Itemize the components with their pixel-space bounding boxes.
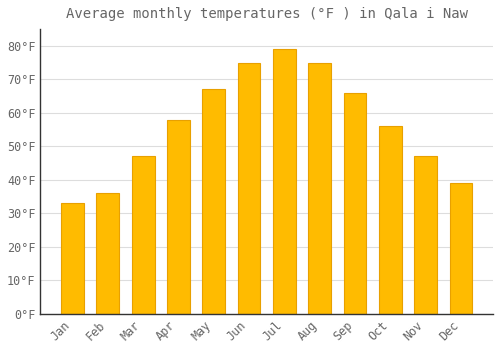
Bar xyxy=(61,203,84,314)
Bar xyxy=(202,89,225,314)
Bar xyxy=(238,63,260,314)
Bar xyxy=(132,156,154,314)
Bar xyxy=(450,183,472,314)
Bar xyxy=(167,120,190,314)
Bar xyxy=(273,49,296,314)
Title: Average monthly temperatures (°F ) in Qala i Naw: Average monthly temperatures (°F ) in Qa… xyxy=(66,7,468,21)
Bar xyxy=(308,63,331,314)
Bar xyxy=(414,156,437,314)
Bar xyxy=(96,193,119,314)
Bar xyxy=(344,93,366,314)
Bar xyxy=(379,126,402,314)
